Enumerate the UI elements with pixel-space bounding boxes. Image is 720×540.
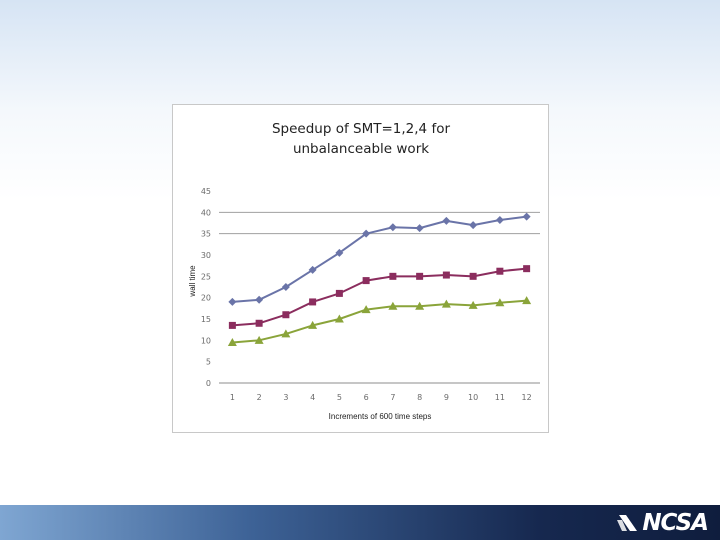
y-tick-label: 20 — [201, 294, 211, 303]
series-smt-1 — [228, 212, 531, 306]
data-point-triangle — [495, 298, 505, 307]
data-point-diamond — [442, 216, 451, 225]
line-chart: Speedup of SMT=1,2,4 for unbalanceable w… — [188, 121, 540, 421]
y-tick-label: 5 — [206, 358, 211, 367]
x-tick-label: 1 — [230, 393, 235, 402]
data-point-triangle — [468, 300, 478, 309]
data-point-diamond — [308, 265, 317, 274]
data-point-diamond — [362, 229, 371, 238]
series-line — [232, 215, 527, 303]
data-point-square — [335, 289, 343, 297]
data-point-triangle — [361, 305, 371, 314]
data-point-diamond — [228, 297, 237, 306]
data-point-square — [416, 272, 424, 280]
chart-frame: Speedup of SMT=1,2,4 for unbalanceable w… — [172, 104, 549, 433]
ncsa-logo: NCSA — [617, 509, 709, 536]
data-point-square — [282, 311, 290, 319]
footer-bar: NCSA — [0, 505, 720, 540]
y-tick-label: 45 — [201, 187, 211, 196]
data-point-diamond — [281, 283, 290, 291]
y-axis-title: wall time — [188, 265, 197, 298]
data-point-square — [389, 272, 397, 280]
ncsa-logo-mark-icon — [617, 514, 638, 531]
data-point-triangle — [334, 314, 344, 323]
data-point-square — [309, 298, 317, 306]
data-point-diamond — [522, 212, 531, 221]
x-tick-label: 2 — [257, 393, 262, 402]
data-point-triangle — [308, 320, 318, 329]
data-point-diamond — [415, 224, 424, 233]
y-tick-label: 40 — [201, 208, 211, 217]
y-tick-label: 10 — [201, 336, 211, 345]
data-point-triangle — [227, 337, 237, 346]
x-tick-label: 5 — [337, 393, 342, 402]
data-point-triangle — [441, 299, 451, 308]
data-point-diamond — [335, 248, 344, 257]
y-tick-label: 15 — [201, 315, 211, 324]
data-point-triangle — [281, 329, 291, 338]
chart-title-line-2: unbalanceable work — [293, 141, 429, 157]
y-tick-label: 30 — [201, 251, 211, 260]
y-tick-label: 25 — [201, 272, 211, 281]
ncsa-logo-text: NCSA — [642, 509, 709, 536]
data-point-square — [523, 265, 531, 273]
y-tick-label: 0 — [206, 379, 211, 388]
series-line — [232, 299, 527, 344]
x-tick-label: 9 — [444, 393, 449, 402]
x-tick-label: 10 — [468, 393, 478, 402]
data-point-square — [228, 321, 236, 329]
data-point-diamond — [469, 221, 478, 230]
y-tick-label: 35 — [201, 230, 211, 239]
x-tick-label: 7 — [390, 393, 395, 402]
data-point-diamond — [388, 223, 397, 232]
series-line — [232, 267, 527, 327]
data-point-square — [442, 271, 450, 279]
x-tick-label: 8 — [417, 393, 422, 402]
x-tick-label: 11 — [495, 393, 505, 402]
data-point-diamond — [495, 216, 504, 225]
data-point-triangle — [522, 296, 532, 305]
data-point-square — [469, 272, 477, 280]
data-point-diamond — [255, 295, 264, 304]
x-axis-title: Increments of 600 time steps — [329, 412, 432, 421]
x-tick-label: 12 — [522, 393, 532, 402]
data-point-triangle — [254, 335, 264, 344]
data-point-square — [362, 277, 370, 285]
series-smt-4 — [227, 296, 532, 346]
chart-title-line-1: Speedup of SMT=1,2,4 for — [272, 121, 450, 137]
data-point-square — [496, 267, 504, 275]
series-smt-2 — [228, 265, 531, 329]
data-point-square — [255, 319, 263, 327]
data-point-triangle — [415, 301, 425, 310]
x-tick-label: 3 — [283, 393, 288, 402]
data-point-triangle — [388, 301, 398, 310]
x-tick-label: 6 — [364, 393, 369, 402]
x-tick-label: 4 — [310, 393, 315, 402]
